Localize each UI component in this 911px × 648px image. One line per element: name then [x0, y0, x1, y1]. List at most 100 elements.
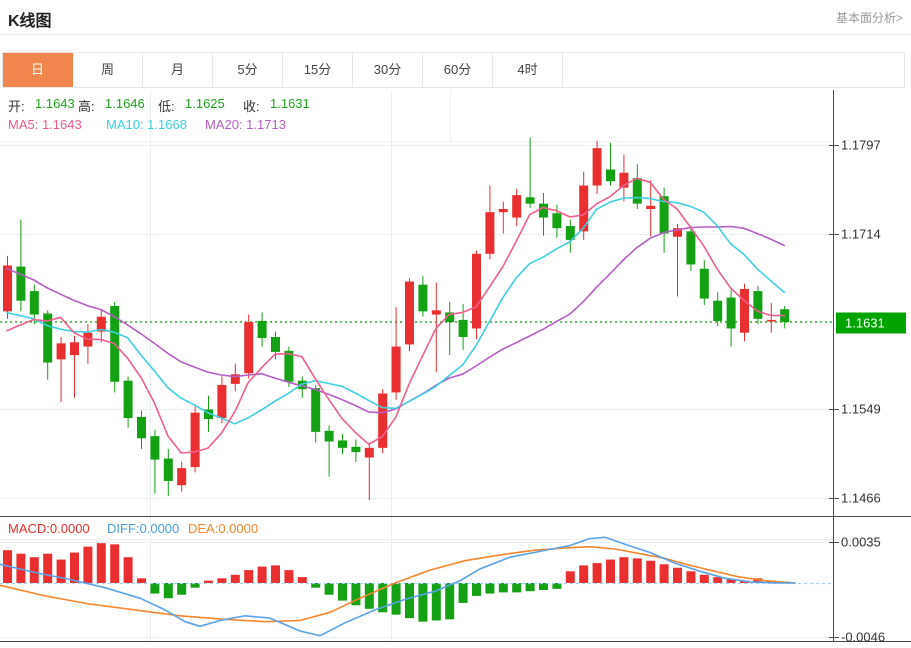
ma10-line [6, 196, 786, 425]
candle-body-up [56, 343, 66, 360]
ma5-line [6, 177, 786, 454]
macd-bar-negative [364, 583, 374, 609]
ohlc-value-open: 1.1643 [35, 96, 75, 111]
candle-body-down [204, 409, 213, 420]
candle-body-down [726, 297, 736, 329]
candle-body-up [498, 208, 508, 213]
candle-body-down [284, 350, 294, 382]
ma-info-row: MA5: 1.1643 MA10: 1.1668 MA20: 1.1713 [0, 117, 830, 135]
candle-body-down [458, 319, 468, 337]
candle-body-up [579, 185, 589, 232]
candle-body-down [16, 266, 26, 301]
candle-body-down [338, 440, 347, 448]
candle-body-up [378, 393, 388, 448]
macd-info-dea: DEA:0.0000 [188, 521, 259, 536]
candle-body-up [673, 228, 682, 237]
candle-body-down [445, 312, 455, 323]
macd-bar-positive [673, 567, 682, 583]
candle-body-down [713, 300, 723, 321]
macd-bar-positive [297, 577, 307, 583]
ohlc-value-close: 1.1631 [270, 96, 310, 111]
period-tabbar: 日周月 5分 15分 30分 60分 4时 [2, 52, 905, 88]
tab-week[interactable]: 周 [73, 53, 143, 87]
candle-body-up [3, 265, 12, 312]
macd-bar-negative [163, 583, 173, 599]
macd-bar-positive [726, 579, 736, 583]
ohlc-info-row: 开: 1.1643 高: 1.1646 低: 1.1625 收: 1.1631 [0, 96, 830, 114]
candle-body-down [686, 231, 696, 265]
ohlc-value-high: 1.1646 [105, 96, 145, 111]
candle-body-down [123, 380, 133, 419]
candle-body-down [539, 203, 548, 218]
macd-bar-positive [619, 557, 629, 583]
macd-bar-positive [686, 571, 696, 583]
tab-60min[interactable]: 60分 [423, 53, 493, 87]
candle-body-up [96, 316, 106, 332]
macd-bar-negative [311, 583, 321, 588]
ohlc-label-close: 收: [243, 99, 260, 114]
macd-bar-positive [204, 580, 213, 583]
candle-body-down [257, 320, 267, 339]
macd-info-macd: MACD:0.0000 [8, 521, 90, 536]
tab-30min[interactable]: 30分 [353, 53, 423, 87]
macd-bar-negative [512, 583, 522, 593]
macd-bar-negative [324, 583, 334, 595]
macd-bar-positive [659, 564, 669, 583]
fundamental-analysis-link[interactable]: 基本面分析> [835, 11, 903, 25]
macd-bar-positive [284, 570, 294, 583]
macd-bar-negative [190, 583, 200, 588]
candle-body-down [271, 336, 280, 352]
macd-bar-positive [699, 574, 709, 583]
candle-body-up [391, 346, 401, 393]
candle-body-up [766, 319, 776, 322]
macd-bar-negative [150, 583, 160, 594]
macd-bar-positive [56, 559, 66, 583]
header: K线图 基本面分析> [0, 0, 911, 35]
candle-body-up [177, 468, 187, 486]
macd-bar-negative [485, 583, 495, 594]
macd-bar-positive [16, 553, 26, 583]
candle-body-down [324, 430, 334, 442]
macd-bar-negative [552, 583, 562, 589]
ma-info-ma5: MA5: 1.1643 [8, 117, 82, 132]
tab-4hour[interactable]: 4时 [493, 53, 563, 87]
macd-info-diff: DIFF:0.0000 [107, 521, 180, 536]
macd-bar-positive [646, 560, 656, 583]
macd-bar-positive [753, 578, 763, 583]
candle-body-up [485, 212, 495, 254]
candle-body-up [364, 447, 374, 458]
macd-bar-negative [378, 583, 388, 613]
macd-bar-positive [606, 559, 615, 583]
ohlc-value-low: 1.1625 [185, 96, 225, 111]
tab-month[interactable]: 月 [143, 53, 213, 87]
ohlc-label-low: 低: [158, 99, 175, 114]
candle-body-down [565, 226, 575, 240]
macd-bar-negative [405, 583, 414, 619]
candle-body-down [632, 178, 642, 204]
tab-day[interactable]: 日 [3, 53, 73, 87]
macd-bar-positive [579, 565, 589, 583]
tab-15min[interactable]: 15分 [283, 53, 353, 87]
macd-bar-positive [565, 571, 575, 583]
macd-bar-negative [472, 583, 481, 596]
macd-bar-positive [43, 553, 53, 583]
y-axis-label-1.1466: 1.1466 [841, 490, 881, 506]
macd-bar-negative [418, 583, 428, 622]
candle-body-down [311, 388, 321, 432]
macd-bar-positive [217, 578, 227, 583]
macd-bar-positive [632, 558, 642, 583]
candle-body-up [619, 172, 629, 188]
candle-body-up [230, 374, 240, 384]
candle-body-up [70, 342, 79, 356]
macd-axis-label-0.0035: 0.0035 [841, 534, 881, 550]
tab-5min[interactable]: 5分 [213, 53, 283, 87]
candle-body-down [43, 313, 53, 363]
macd-bar-positive [70, 552, 79, 583]
y-axis-label-1.1714: 1.1714 [841, 226, 881, 242]
candle-body-down [137, 416, 146, 439]
candle-body-up [646, 205, 656, 209]
candle-body-up [740, 288, 749, 333]
candle-body-down [351, 446, 361, 453]
